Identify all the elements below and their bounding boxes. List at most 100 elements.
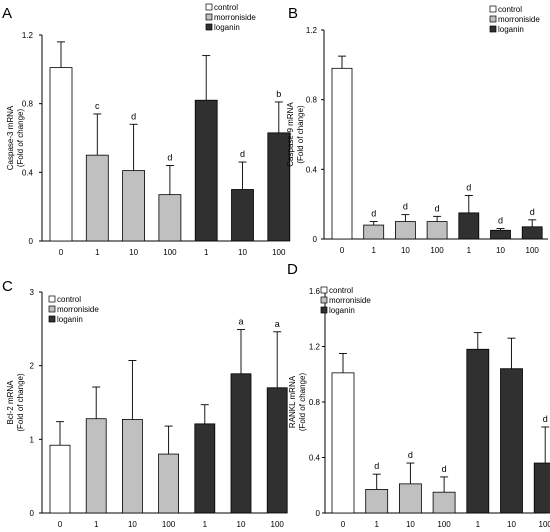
significance-label: d (167, 152, 172, 162)
legend-label: loganin (329, 306, 355, 315)
bar (230, 373, 252, 514)
y-tick-label: 3 (30, 288, 35, 297)
x-tick-label: 10 (507, 520, 516, 529)
significance-label: a (238, 317, 243, 327)
significance-label: d (498, 216, 503, 226)
x-tick-label: 0 (341, 520, 346, 529)
significance-label: d (435, 203, 440, 213)
significance-label: d (403, 202, 408, 212)
bar (122, 170, 145, 242)
legend-swatch (205, 23, 213, 31)
bar (521, 226, 543, 240)
y-tick-label: 0 (29, 237, 34, 246)
significance-label: d (543, 414, 548, 424)
x-tick-label: 100 (163, 248, 177, 257)
bar (533, 462, 550, 514)
legend-label: morroniside (57, 305, 99, 314)
bar (158, 194, 182, 242)
panel-A: A 0 0.4 0.8 1.2 Caspase-3 mRNA (Fold of change… (2, 3, 291, 257)
bar (49, 67, 73, 242)
legend-label: morroniside (214, 13, 256, 22)
x-tick-label: 10 (128, 520, 137, 529)
legend-label: control (329, 286, 353, 295)
bar (426, 221, 448, 240)
y-axis-label: (Fold of change) (298, 373, 307, 432)
y-tick-label: 0 (313, 235, 318, 244)
x-tick-label: 10 (237, 520, 246, 529)
bar (394, 221, 416, 240)
bar (432, 491, 456, 514)
significance-label: d (371, 209, 376, 219)
significance-label: d (131, 111, 136, 121)
bar (85, 418, 107, 514)
bar (158, 453, 180, 514)
y-tick-label: 0.8 (306, 96, 318, 105)
bar (266, 387, 288, 514)
y-tick-label: 1.2 (306, 26, 318, 35)
significance-label: b (276, 89, 281, 99)
x-tick-label: 10 (129, 248, 138, 257)
legend-swatch (489, 5, 497, 13)
bar (194, 423, 216, 514)
significance-label: d (466, 182, 471, 192)
y-tick-label: 2 (30, 362, 35, 371)
y-tick-label: 1.6 (309, 287, 321, 296)
legend-swatch (48, 305, 56, 313)
y-tick-label: 0.8 (22, 100, 34, 109)
y-axis-label: (Fold of change) (16, 373, 25, 432)
significance-label: d (408, 450, 413, 460)
x-tick-label: 100 (162, 520, 176, 529)
x-tick-label: 10 (238, 248, 247, 257)
bar (331, 372, 355, 514)
panel-C: C 0 1 2 3 Bcl-2 mRNA (Fold of change) 0 1 10 100 1 a… (2, 278, 288, 529)
panel-D: D 0 0.4 0.8 1.2 1.6 RANKL mRNA (Fold of change)… (287, 261, 550, 529)
legend-label: control (214, 3, 238, 12)
y-tick-label: 0.8 (309, 398, 321, 407)
bar (331, 67, 353, 240)
bar (122, 419, 143, 514)
x-tick-label: 1 (204, 248, 209, 257)
legend-label: control (498, 5, 522, 14)
significance-label: d (530, 207, 535, 217)
legend-label: morroniside (329, 296, 371, 305)
legend-swatch (205, 13, 213, 21)
panel-letter: C (2, 278, 13, 295)
legend-swatch (489, 25, 497, 33)
legend-swatch (320, 306, 328, 314)
x-tick-label: 100 (539, 520, 550, 529)
x-tick-label: 1 (203, 520, 208, 529)
significance-label: d (442, 464, 447, 474)
bar (49, 444, 71, 514)
y-axis-label: Caspase-3 mRNA (6, 105, 15, 170)
legend-swatch (489, 15, 497, 23)
legend-label: loganin (57, 315, 83, 324)
y-tick-label: 0.4 (309, 454, 321, 463)
legend-swatch (320, 286, 328, 294)
legend-label: loganin (214, 23, 240, 32)
y-tick-label: 0 (316, 509, 321, 518)
y-axis-label: Caspase-9 mRNA (286, 102, 295, 167)
x-tick-label: 100 (272, 248, 286, 257)
bar (398, 483, 422, 514)
y-axis-label: (Fold of change) (296, 105, 305, 164)
bar (500, 368, 523, 514)
legend-label: loganin (498, 25, 524, 34)
x-tick-label: 1 (95, 248, 100, 257)
x-tick-label: 1 (374, 520, 379, 529)
x-tick-label: 1 (94, 520, 99, 529)
bar (365, 489, 389, 514)
x-tick-label: 100 (430, 246, 444, 255)
panel-letter: A (2, 5, 12, 22)
legend-swatch (205, 3, 213, 11)
y-tick-label: 1.2 (22, 31, 34, 40)
legend-swatch (48, 315, 56, 323)
legend-label: control (57, 295, 81, 304)
x-tick-label: 0 (58, 520, 63, 529)
bar (85, 154, 109, 242)
y-tick-label: 0.4 (306, 165, 318, 174)
x-tick-label: 1 (476, 520, 481, 529)
